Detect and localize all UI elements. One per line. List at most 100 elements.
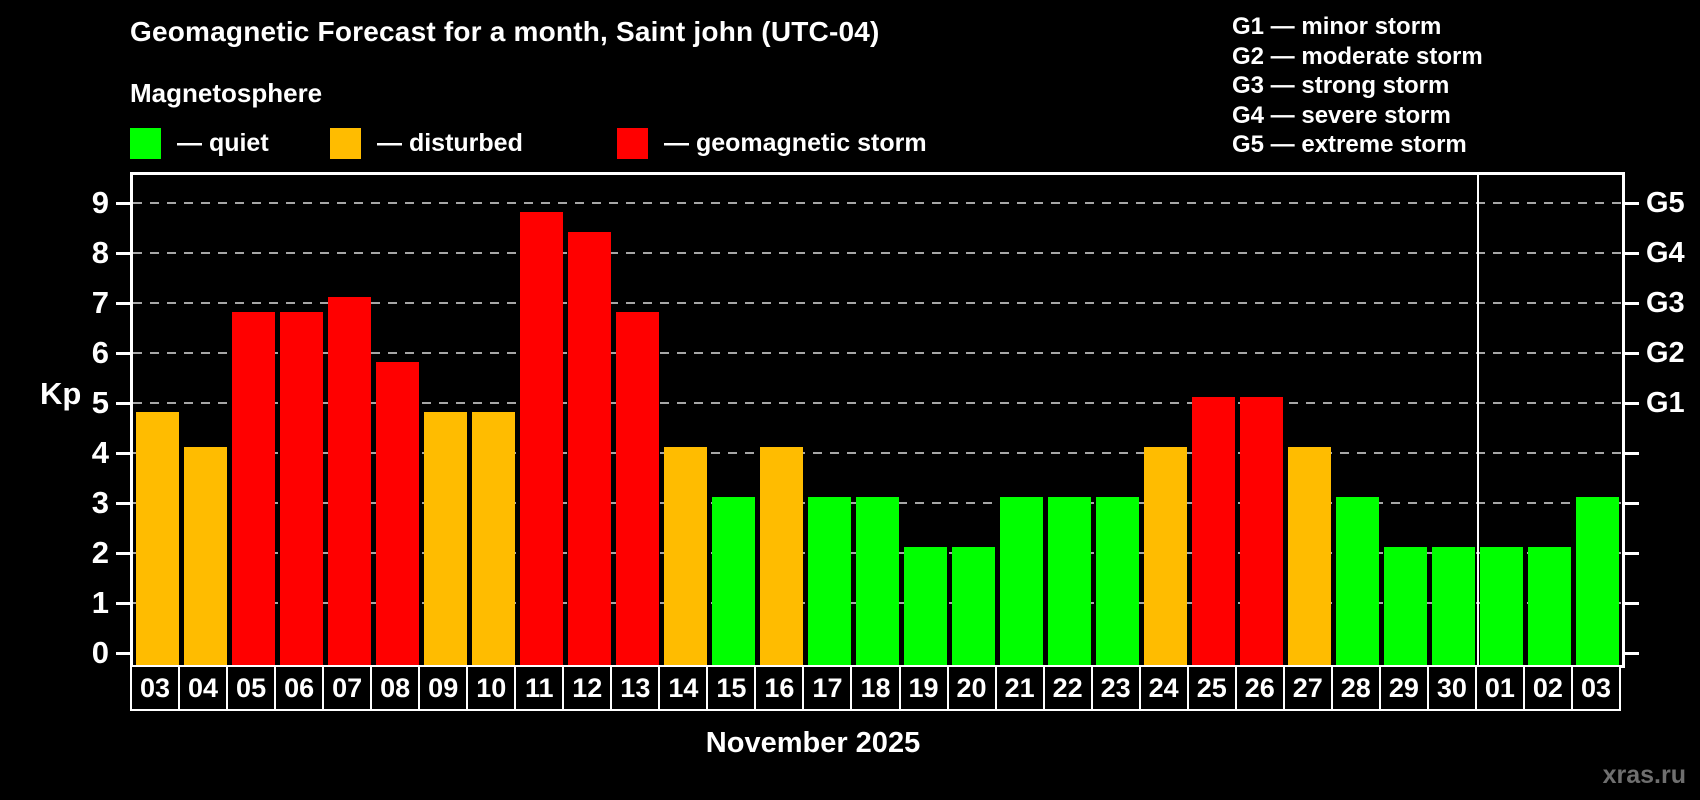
kp-bar — [711, 497, 755, 665]
axis-tick — [116, 652, 130, 655]
legend-item-disturbed: — disturbed — [330, 128, 617, 159]
g-scale-legend: G1 — minor storm G2 — moderate storm G3 … — [1232, 12, 1483, 160]
y-tick-label: 8 — [91, 235, 109, 270]
chart-subtitle: Magnetosphere — [130, 78, 323, 108]
day-label-cell: 06 — [274, 665, 325, 711]
day-label-cell: 27 — [1282, 665, 1333, 711]
grid-line — [133, 352, 1622, 354]
kp-bar — [519, 212, 563, 665]
legend-item-storm: — geomagnetic storm — [617, 128, 927, 159]
kp-bar — [423, 412, 467, 665]
axis-tick — [116, 402, 130, 405]
y-tick-label: 6 — [91, 335, 109, 370]
day-label-cell: 23 — [1090, 665, 1141, 711]
page-title: Geomagnetic Forecast for a month, Saint … — [130, 16, 880, 47]
kp-bar — [904, 547, 948, 665]
y-tick-label: 0 — [91, 635, 109, 670]
grid-line — [133, 302, 1622, 304]
day-label-cell: 17 — [802, 665, 853, 711]
g-scale-tick-label: G3 — [1646, 287, 1685, 319]
kp-bar-chart: 0 1 2 3 4 5 6 7 8 9 G1 G2 G3 G4 G5 03 04 05 06 07 08 09 10 11 1… — [92, 172, 1685, 759]
status-legend: — quiet — disturbed — geomagnetic storm — [130, 128, 927, 159]
kp-bar — [663, 447, 707, 665]
kp-bar — [1480, 547, 1524, 665]
axis-tick — [1625, 252, 1639, 255]
axis-tick — [1625, 452, 1639, 455]
grid-line — [133, 402, 1622, 404]
day-label-cell: 03 — [130, 665, 181, 711]
kp-bar — [1336, 497, 1380, 665]
kp-bar — [1240, 397, 1284, 665]
kp-bar — [1384, 547, 1428, 665]
axis-tick — [1625, 552, 1639, 555]
month-separator-line — [1476, 175, 1479, 665]
day-label-cell: 01 — [1474, 665, 1525, 711]
day-label-cell: 07 — [322, 665, 373, 711]
kp-bar — [567, 232, 611, 665]
kp-bar — [327, 297, 371, 665]
axis-tick — [116, 602, 130, 605]
day-label-cell: 02 — [1522, 665, 1573, 711]
day-label-cell: 24 — [1138, 665, 1189, 711]
g-legend-line: G4 — severe storm — [1232, 101, 1451, 129]
kp-bar — [1144, 447, 1188, 665]
grid-line — [133, 252, 1622, 254]
kp-bar — [375, 362, 419, 665]
g-legend-line: G3 — strong storm — [1232, 72, 1450, 99]
g-legend-line: G5 — extreme storm — [1232, 131, 1467, 158]
day-label-cell: 11 — [514, 665, 565, 711]
y-axis-label: Kp — [40, 376, 82, 411]
x-axis-day-labels: 03 04 05 06 07 08 09 10 11 12 13 14 15 16 17 18 19 20 21 22… — [130, 665, 1625, 713]
kp-bar — [855, 497, 899, 665]
kp-bar — [1432, 547, 1476, 665]
day-label-cell: 19 — [898, 665, 949, 711]
kp-bar — [279, 312, 323, 665]
kp-bar — [1048, 497, 1092, 665]
grid-line — [133, 202, 1622, 204]
day-label-cell: 21 — [994, 665, 1045, 711]
axis-tick — [116, 552, 130, 555]
axis-tick — [1625, 302, 1639, 305]
watermark: xras.ru — [1602, 761, 1686, 789]
day-label-cell: 18 — [850, 665, 901, 711]
axis-tick — [116, 452, 130, 455]
kp-bar — [1576, 497, 1620, 665]
y-tick-label: 5 — [91, 385, 109, 420]
kp-bar — [135, 412, 179, 665]
day-label-cell: 10 — [466, 665, 517, 711]
day-label-cell: 30 — [1426, 665, 1477, 711]
g-legend-line: G1 — minor storm — [1232, 13, 1442, 40]
storm-color-swatch — [617, 128, 648, 159]
axis-tick — [116, 202, 130, 205]
axis-tick — [1625, 502, 1639, 505]
kp-bar — [759, 447, 803, 665]
axis-tick — [1625, 402, 1639, 405]
day-label-cell: 05 — [226, 665, 277, 711]
axis-tick — [116, 252, 130, 255]
kp-bar — [1000, 497, 1044, 665]
kp-bar — [1096, 497, 1140, 665]
axis-tick — [116, 502, 130, 505]
kp-bar — [1528, 547, 1572, 665]
quiet-color-swatch — [130, 128, 161, 159]
axis-tick — [1625, 602, 1639, 605]
day-label-cell: 13 — [610, 665, 661, 711]
day-label-cell: 22 — [1042, 665, 1093, 711]
g-scale-tick-label: G4 — [1646, 237, 1685, 269]
day-label-cell: 04 — [178, 665, 229, 711]
g-scale-tick-label: G2 — [1646, 337, 1685, 369]
kp-bar — [231, 312, 275, 665]
axis-tick — [1625, 202, 1639, 205]
legend-item-quiet: — quiet — [130, 128, 330, 159]
day-label-cell: 15 — [706, 665, 757, 711]
day-label-cell: 14 — [658, 665, 709, 711]
day-label-cell: 29 — [1378, 665, 1429, 711]
kp-bar — [471, 412, 515, 665]
legend-label-quiet: — quiet — [177, 129, 269, 157]
kp-bar — [183, 447, 227, 665]
x-axis-month-label: November 2025 — [705, 727, 921, 759]
legend-label-disturbed: — disturbed — [377, 129, 523, 157]
axis-tick — [1625, 352, 1639, 355]
day-label-cell: 26 — [1234, 665, 1285, 711]
g-legend-line: G2 — moderate storm — [1232, 42, 1483, 70]
